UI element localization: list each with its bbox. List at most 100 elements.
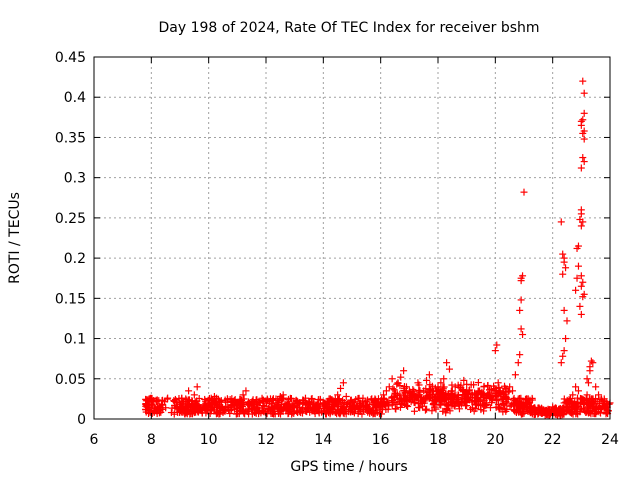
data-point bbox=[577, 121, 585, 129]
data-point bbox=[158, 401, 166, 409]
data-point bbox=[179, 398, 187, 406]
data-point bbox=[277, 408, 285, 416]
data-point bbox=[148, 401, 156, 409]
y-tick-label: 0.2 bbox=[64, 251, 86, 267]
data-point bbox=[389, 385, 397, 393]
data-point bbox=[559, 404, 567, 412]
data-point bbox=[580, 109, 588, 117]
data-point bbox=[348, 403, 356, 411]
data-point bbox=[437, 388, 445, 396]
data-point bbox=[266, 395, 274, 403]
data-point bbox=[491, 347, 499, 355]
data-point bbox=[433, 391, 441, 399]
data-point bbox=[585, 379, 592, 387]
data-point bbox=[480, 382, 488, 390]
data-point bbox=[430, 401, 438, 409]
data-point bbox=[298, 409, 306, 417]
data-point bbox=[577, 164, 585, 172]
data-point bbox=[444, 394, 452, 402]
y-tick-label: 0.35 bbox=[55, 130, 86, 146]
data-point bbox=[388, 375, 396, 383]
data-point bbox=[283, 403, 291, 411]
data-point bbox=[350, 409, 358, 417]
data-point bbox=[467, 381, 475, 389]
data-point bbox=[514, 359, 522, 367]
data-point bbox=[453, 395, 461, 403]
data-point bbox=[371, 410, 379, 418]
data-point bbox=[275, 398, 283, 406]
data-point bbox=[363, 403, 371, 411]
data-point bbox=[337, 384, 345, 392]
data-point bbox=[146, 405, 154, 413]
data-point bbox=[239, 391, 247, 399]
data-point bbox=[580, 396, 588, 404]
data-point bbox=[401, 388, 409, 396]
data-point bbox=[271, 410, 279, 418]
data-point bbox=[586, 363, 594, 371]
data-point bbox=[412, 394, 420, 402]
data-point bbox=[569, 391, 577, 399]
data-point bbox=[384, 398, 392, 406]
data-point bbox=[577, 222, 585, 230]
data-point bbox=[193, 383, 201, 391]
data-point bbox=[409, 390, 417, 398]
data-point bbox=[388, 393, 396, 401]
data-point bbox=[402, 401, 410, 409]
data-point bbox=[574, 262, 582, 270]
data-point bbox=[448, 398, 456, 406]
data-point bbox=[576, 302, 584, 310]
data-point bbox=[592, 383, 600, 391]
data-point bbox=[519, 331, 527, 339]
data-point bbox=[238, 396, 246, 404]
data-point bbox=[464, 390, 472, 398]
data-point bbox=[370, 397, 378, 405]
data-point bbox=[438, 392, 446, 400]
data-point bbox=[175, 394, 183, 402]
data-point bbox=[476, 387, 484, 395]
data-point bbox=[415, 391, 423, 399]
data-point bbox=[287, 395, 295, 403]
data-point bbox=[440, 397, 448, 405]
data-point bbox=[298, 406, 306, 414]
data-point bbox=[573, 274, 581, 282]
data-point bbox=[573, 409, 581, 417]
data-point bbox=[398, 397, 406, 405]
data-point bbox=[562, 264, 570, 272]
data-point bbox=[185, 402, 193, 410]
data-point bbox=[439, 383, 447, 391]
data-point bbox=[549, 406, 557, 414]
data-point bbox=[494, 379, 502, 387]
y-tick-label: 0.1 bbox=[64, 332, 86, 348]
y-tick-label: 0.05 bbox=[55, 372, 86, 388]
data-point bbox=[317, 408, 325, 416]
data-point bbox=[244, 405, 252, 413]
data-point bbox=[472, 401, 480, 409]
data-point bbox=[556, 411, 564, 419]
data-point bbox=[560, 395, 568, 403]
data-point bbox=[594, 406, 602, 414]
data-point bbox=[517, 277, 525, 285]
data-point bbox=[538, 404, 546, 412]
data-point bbox=[517, 296, 525, 304]
data-point bbox=[397, 373, 405, 381]
data-point bbox=[415, 381, 423, 389]
data-point bbox=[339, 379, 347, 387]
data-point bbox=[569, 410, 577, 418]
y-tick-labels: 0 0.05 0.1 0.15 0.2 0.25 0.3 0.35 0.4 0.45 bbox=[55, 50, 86, 428]
x-tick-label: 10 bbox=[200, 432, 218, 448]
data-point bbox=[394, 391, 402, 399]
data-point bbox=[574, 398, 582, 406]
data-point bbox=[485, 392, 493, 400]
data-point bbox=[154, 403, 162, 411]
data-point bbox=[527, 403, 535, 411]
data-point bbox=[393, 380, 401, 388]
data-point bbox=[392, 405, 400, 413]
data-point bbox=[284, 401, 292, 409]
data-point bbox=[213, 403, 221, 411]
data-point bbox=[242, 387, 250, 395]
data-point bbox=[396, 403, 404, 411]
data-point bbox=[339, 404, 347, 412]
data-point bbox=[495, 404, 503, 412]
data-point bbox=[437, 379, 445, 387]
data-point bbox=[545, 411, 553, 419]
